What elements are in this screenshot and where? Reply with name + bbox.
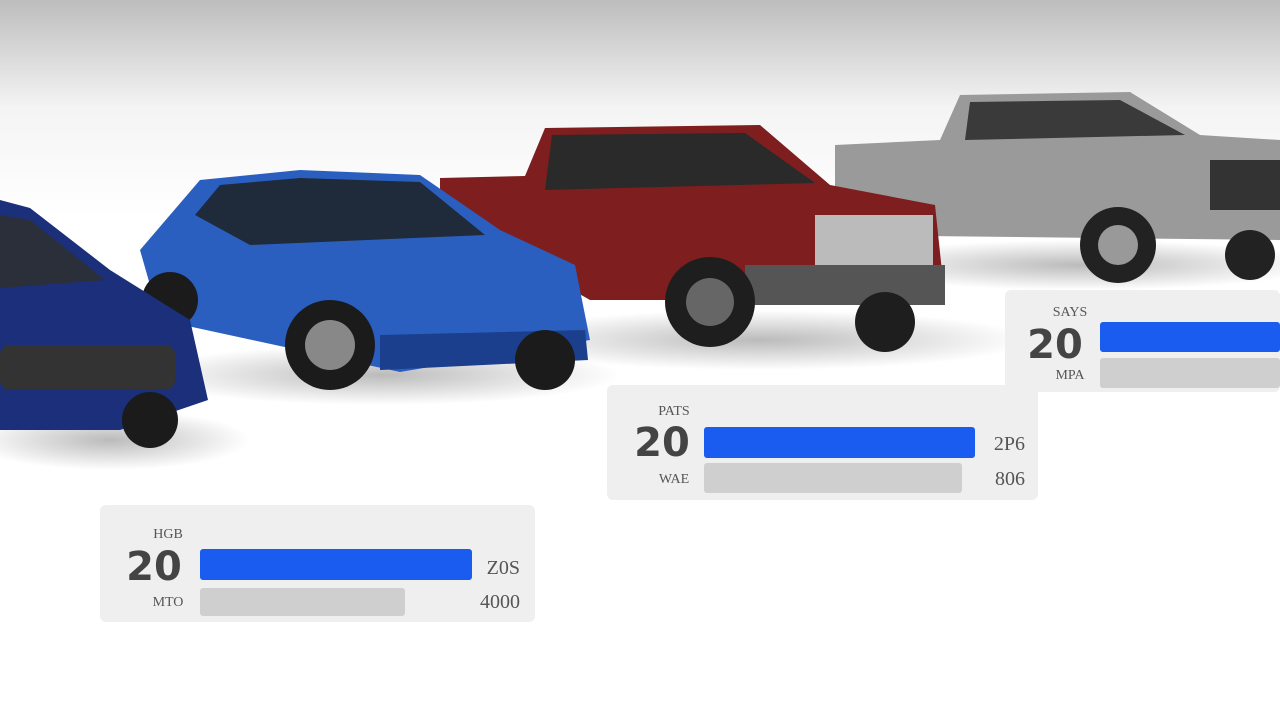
- bottom-label: MTO: [153, 595, 184, 610]
- bottom-label: WAE: [659, 472, 689, 487]
- gray-bar: [200, 588, 405, 616]
- top-label: SAYS: [1053, 305, 1088, 320]
- gray-bar: [704, 463, 962, 493]
- top-label: HGB: [153, 527, 183, 542]
- gray-bar: [1100, 358, 1280, 388]
- blue-bar: [704, 427, 975, 458]
- comparison-card: PATS 20 WAE 2P6 806: [607, 385, 1038, 500]
- right-top-value: 2P6: [994, 433, 1025, 455]
- top-label: PATS: [658, 404, 689, 419]
- comparison-card: HGB 20 MTO Z0S 4000: [100, 505, 535, 622]
- blue-sedan: [140, 170, 590, 390]
- blue-bar: [1100, 322, 1280, 352]
- right-bottom-value: 4000: [480, 591, 520, 613]
- big-number: 20: [126, 544, 182, 590]
- right-bottom-value: 806: [995, 468, 1025, 490]
- blue-bar: [200, 549, 472, 580]
- bottom-label: MPA: [1055, 368, 1085, 383]
- gray-pickup: [835, 92, 1280, 283]
- big-number: 20: [1027, 322, 1083, 368]
- right-top-value: Z0S: [487, 557, 520, 579]
- red-pickup: [440, 125, 945, 352]
- navy-car: [0, 200, 208, 448]
- big-number: 20: [634, 420, 690, 466]
- shadow: [840, 240, 1280, 290]
- comparison-card: SAYS 20 MPA: [1005, 290, 1280, 392]
